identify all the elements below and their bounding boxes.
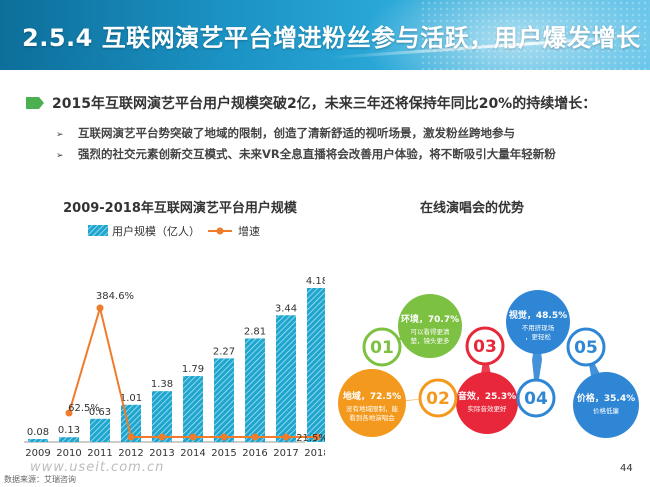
growth-label-2011: 384.6%: [96, 291, 134, 302]
bar-value-2016: 2.81: [244, 326, 266, 337]
growth-point-2016: [251, 433, 259, 441]
growth-point-2011: [96, 304, 104, 312]
bar-2017: [276, 315, 296, 442]
advantage-label-03: 音效，25.3%: [458, 390, 516, 402]
bar-value-2014: 1.79: [182, 364, 204, 375]
bar-2013: [152, 391, 172, 442]
arrow-bullet-icon: ➢: [56, 130, 64, 140]
advantage-desc-02: 看到各地演唱会: [349, 413, 395, 422]
number-token-04: [516, 378, 556, 418]
advantage-label-05: 价格，35.4%: [577, 392, 635, 404]
bar-2018: [307, 288, 325, 442]
bar-2016: [245, 338, 265, 442]
advantage-bubble-05: [573, 372, 639, 438]
advantages-title: 在线演唱会的优势: [420, 201, 525, 216]
number-text-05: 05: [574, 338, 598, 358]
bar-2014: [183, 376, 203, 442]
page-title: 2.5.4 互联网演艺平台增进粉丝参与活跃，用户爆发增长: [22, 24, 641, 52]
number-text-04: 04: [524, 389, 548, 409]
sub-bullet-1: ➢ 互联网演艺平台势突破了地域的限制，创造了清新舒适的视听场景，激发粉丝跨地参与: [56, 125, 515, 141]
bar-value-2010: 0.13: [58, 425, 80, 436]
lead-tag-icon: [26, 97, 44, 109]
sub-bullet-text: 互联网演艺平台势突破了地域的限制，创造了清新舒适的视听场景，激发粉丝跨地参与: [78, 126, 515, 140]
number-text-02: 02: [426, 389, 450, 409]
advantage-bubble-02: [338, 369, 406, 437]
chart-title: 2009-2018年互联网演艺平台用户规模: [63, 201, 297, 216]
advantage-bubble-04: [506, 290, 570, 354]
number-token-01: [362, 327, 402, 367]
advantage-desc-01: 可以看得更清: [411, 327, 451, 336]
x-tick-2009: 2009: [25, 448, 50, 459]
header-banner: 2.5.4 互联网演艺平台增进粉丝参与活跃，用户爆发增长: [0, 0, 650, 70]
number-token-02: [418, 378, 458, 418]
x-tick-2010: 2010: [56, 448, 81, 459]
bar-value-2012: 1.01: [120, 393, 142, 404]
number-text-03: 03: [473, 337, 497, 357]
x-tick-2013: 2013: [149, 448, 174, 459]
growth-point-2010: [65, 409, 73, 417]
bar-value-2017: 3.44: [275, 303, 297, 314]
advantage-label-01: 环境，70.7%: [401, 313, 459, 325]
user-scale-chart: 用户规模（亿人） 增速 0.08 2009 0.13 2010 0.63 2011 1.01 20…: [24, 224, 325, 459]
growth-point-2012: [127, 433, 135, 441]
lead-bullet: 2015年互联网演艺平台用户规模突破2亿，未来三年还将保持年同比20%的持续增长…: [26, 93, 636, 113]
lead-text: 2015年互联网演艺平台用户规模突破2亿，未来三年还将保持年同比20%的持续增长…: [52, 96, 597, 112]
x-tick-2011: 2011: [87, 448, 112, 459]
number-token-03: [465, 326, 505, 366]
growth-point-2014: [189, 433, 197, 441]
legend-line-label: 增速: [238, 224, 260, 238]
x-tick-2012: 2012: [118, 448, 143, 459]
bar-2015: [214, 358, 234, 442]
watermark: www.useit.com.cn: [30, 460, 165, 475]
growth-point-2017: [282, 433, 290, 441]
header-glow: [360, 0, 650, 70]
bar-2010: [59, 437, 79, 442]
legend-line-marker: [216, 227, 224, 235]
growth-label-2018: 21.5%: [296, 433, 325, 444]
bar-value-2018: 4.18: [306, 276, 325, 287]
bar-2009: [28, 439, 48, 442]
bar-value-2013: 1.38: [151, 379, 173, 390]
growth-point-2015: [220, 433, 228, 441]
x-tick-2017: 2017: [273, 448, 298, 459]
number-text-01: 01: [370, 338, 394, 358]
advantage-desc-03: 实际音效更好: [468, 404, 508, 413]
advantage-desc-04: 不用挤现场: [522, 323, 555, 332]
sub-bullet-text: 强烈的社交元素创新交互模式、未来VR全息直播将会改善用户体验，将不断吸引大量年轻…: [78, 147, 556, 161]
advantage-desc-01: 楚，镜头更多: [411, 336, 451, 345]
bar-2011: [90, 418, 110, 442]
advantage-desc-04: ，更轻松: [525, 332, 552, 341]
bar-value-2009: 0.08: [27, 427, 49, 438]
source-note: 数据来源：艾瑞咨询: [4, 475, 76, 484]
advantage-bubble-01: [398, 294, 462, 358]
advantage-desc-02: 没有地域限制，能: [346, 404, 399, 413]
advantage-desc-05: 价格低廉: [593, 406, 620, 415]
growth-point-2013: [158, 433, 166, 441]
growth-point-2018: [313, 433, 321, 441]
page-number: 44: [620, 463, 633, 474]
x-tick-2014: 2014: [180, 448, 205, 459]
arrow-bullet-icon: ➢: [56, 151, 64, 161]
number-token-05: [566, 327, 606, 367]
advantage-label-02: 地域，72.5%: [343, 390, 401, 402]
legend-bar-swatch: [88, 225, 108, 236]
x-tick-2018: 2018: [304, 448, 325, 459]
sub-bullet-2: ➢ 强烈的社交元素创新交互模式、未来VR全息直播将会改善用户体验，将不断吸引大量年…: [56, 146, 556, 162]
x-tick-2016: 2016: [242, 448, 267, 459]
header-dots: [420, 0, 650, 70]
bar-value-2015: 2.27: [213, 346, 235, 357]
advantage-bubble-03: [456, 372, 518, 434]
growth-label-2010: 62.5%: [68, 403, 100, 414]
x-tick-2015: 2015: [211, 448, 236, 459]
bar-value-2011: 0.63: [89, 407, 111, 418]
advantage-label-04: 视觉，48.5%: [509, 309, 567, 321]
legend-bar-label: 用户规模（亿人）: [112, 224, 200, 238]
